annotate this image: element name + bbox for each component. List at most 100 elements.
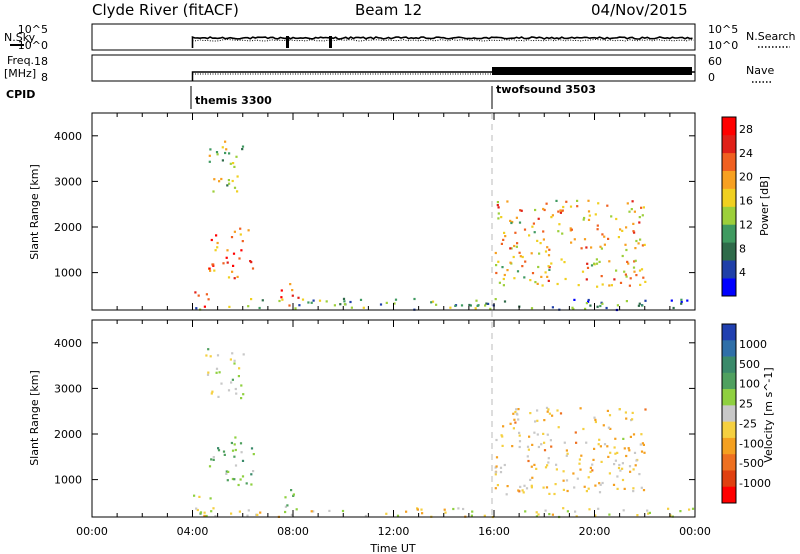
scatter-cell [222, 450, 226, 453]
x-tick-label: 00:00 [679, 525, 711, 538]
scatter-cell [582, 427, 585, 431]
scatter-cell [515, 412, 518, 415]
scatter-cell [566, 489, 569, 493]
scatter-cell [235, 392, 238, 395]
scatter-cell [623, 447, 626, 450]
scatter-cell [474, 307, 477, 310]
scatter-cell [630, 208, 633, 211]
scatter-cell [515, 245, 518, 248]
scatter-cell [637, 242, 640, 245]
scatter-cell [496, 204, 499, 207]
scatter-cell [594, 514, 597, 517]
scatter-cell [235, 155, 238, 158]
x-tick-label: 04:00 [177, 525, 209, 538]
scatter-cell [550, 445, 553, 448]
colorbar-segment [722, 486, 736, 504]
scatter-cell [233, 478, 236, 481]
scatter-cell [228, 305, 231, 308]
scatter-cell [544, 466, 548, 469]
scatter-cell [506, 200, 509, 203]
scatter-cell [615, 217, 618, 221]
scatter-cell [625, 454, 628, 458]
scatter-cell [641, 304, 644, 307]
scatter-cell [534, 420, 537, 423]
scatter-cell [637, 304, 640, 307]
scatter-cell [638, 302, 641, 305]
scatter-cell [562, 205, 565, 209]
scatter-cell [618, 408, 621, 411]
scatter-cell [644, 408, 647, 411]
scatter-cell [532, 222, 535, 225]
scatter-cell [513, 277, 516, 280]
scatter-cell [581, 270, 585, 273]
colorbar-tick-label: -500 [739, 457, 764, 470]
scatter-cell [310, 510, 313, 513]
scatter-cell [237, 375, 240, 378]
scatter-cell [229, 162, 232, 165]
colorbar-segment [722, 470, 736, 488]
station-title: Clyde River (fitACF) [92, 1, 239, 19]
colorbar-segment [722, 356, 736, 374]
scatter-cell [547, 461, 550, 464]
scatter-cell [519, 485, 522, 488]
scatter-cell [301, 298, 305, 301]
scatter-cell [562, 507, 565, 510]
scatter-cell [608, 472, 611, 475]
nave-right-tick-top: 60 [708, 55, 722, 68]
scatter-cell [237, 483, 240, 487]
scatter-cell [537, 265, 540, 269]
scatter-cell [531, 443, 534, 446]
scatter-cell [638, 216, 641, 219]
scatter-cell [621, 229, 624, 232]
colorbar-frame [721, 116, 737, 297]
scatter-cell [233, 186, 237, 189]
velocity-colorbar-label: Velocity [m s^-1] [762, 367, 775, 462]
scatter-cell [639, 238, 642, 241]
scatter-cell [616, 475, 619, 478]
scatter-cell [596, 224, 599, 227]
scatter-cell [231, 270, 234, 273]
scatter-cell [208, 465, 212, 468]
scatter-cell [593, 416, 596, 419]
scatter-cell [449, 306, 452, 309]
scatter-cell [230, 512, 233, 515]
scatter-cell [241, 459, 245, 462]
scatter-cell [574, 510, 577, 513]
scatter-cell [542, 207, 545, 211]
scatter-cell [564, 277, 567, 281]
scatter-cell [640, 486, 643, 489]
scatter-cell [595, 258, 598, 261]
scatter-cell [227, 179, 230, 182]
colorbar-tick-label: -100 [739, 437, 764, 450]
scatter-cell [529, 412, 532, 415]
scatter-cell [258, 306, 261, 310]
scatter-cell [517, 408, 520, 411]
scatter-cell [625, 417, 628, 420]
y-tick-label: 3000 [54, 382, 82, 395]
scatter-cell [570, 241, 573, 244]
colorbar-segment [722, 372, 736, 390]
scatter-cell [215, 371, 218, 374]
beam-title: Beam 12 [355, 1, 422, 19]
scatter-cell [280, 289, 283, 292]
scatter-cell [208, 154, 211, 157]
scatter-cell [598, 482, 601, 485]
scatter-cell [615, 269, 618, 272]
colorbar-tick-label: 1000 [739, 338, 767, 351]
scatter-cell [512, 427, 515, 430]
scatter-cell [638, 221, 641, 224]
scatter-cell [195, 307, 198, 310]
scatter-cell [194, 291, 197, 294]
scatter-cell [206, 373, 210, 376]
scatter-cell [680, 298, 683, 301]
scatter-cell [572, 472, 575, 475]
scatter-cell [524, 510, 527, 513]
scatter-cell [226, 479, 229, 482]
scatter-cell [216, 354, 220, 357]
scatter-cell [231, 352, 234, 355]
scatter-cell [239, 478, 242, 481]
scatter-cell [506, 485, 509, 488]
scatter-cell [252, 453, 255, 456]
scatter-cell [549, 439, 552, 442]
scatter-cell [226, 184, 229, 187]
